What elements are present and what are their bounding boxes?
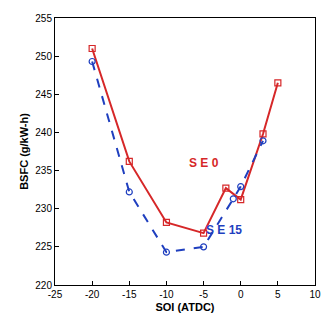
svg-text:-25: -25 <box>48 289 63 300</box>
svg-text:-15: -15 <box>122 289 137 300</box>
svg-text:5: 5 <box>275 289 281 300</box>
svg-text:230: 230 <box>35 203 52 214</box>
svg-text:-5: -5 <box>199 289 208 300</box>
svg-text:-10: -10 <box>159 289 174 300</box>
svg-text:250: 250 <box>35 51 52 62</box>
svg-text:S E 0: S E 0 <box>189 156 219 170</box>
svg-text:235: 235 <box>35 165 52 176</box>
svg-text:SOI (ATDC): SOI (ATDC) <box>155 301 214 313</box>
svg-text:245: 245 <box>35 89 52 100</box>
svg-text:BSFC (g/kW-h): BSFC (g/kW-h) <box>18 113 30 190</box>
svg-text:220: 220 <box>35 280 52 291</box>
svg-text:240: 240 <box>35 127 52 138</box>
svg-text:225: 225 <box>35 241 52 252</box>
svg-text:10: 10 <box>309 289 321 300</box>
svg-text:255: 255 <box>35 13 52 24</box>
svg-text:-20: -20 <box>85 289 100 300</box>
svg-text:S E 15: S E 15 <box>206 223 242 237</box>
svg-text:0: 0 <box>238 289 244 300</box>
